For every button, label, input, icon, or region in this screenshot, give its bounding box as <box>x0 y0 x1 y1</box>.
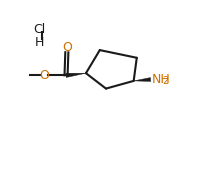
Text: O: O <box>39 69 48 82</box>
Text: 2: 2 <box>161 76 167 86</box>
Text: NH: NH <box>151 73 170 86</box>
Text: Cl: Cl <box>33 23 46 36</box>
Polygon shape <box>133 78 150 81</box>
Text: O: O <box>62 41 72 54</box>
Polygon shape <box>65 73 85 77</box>
Text: H: H <box>35 36 44 49</box>
